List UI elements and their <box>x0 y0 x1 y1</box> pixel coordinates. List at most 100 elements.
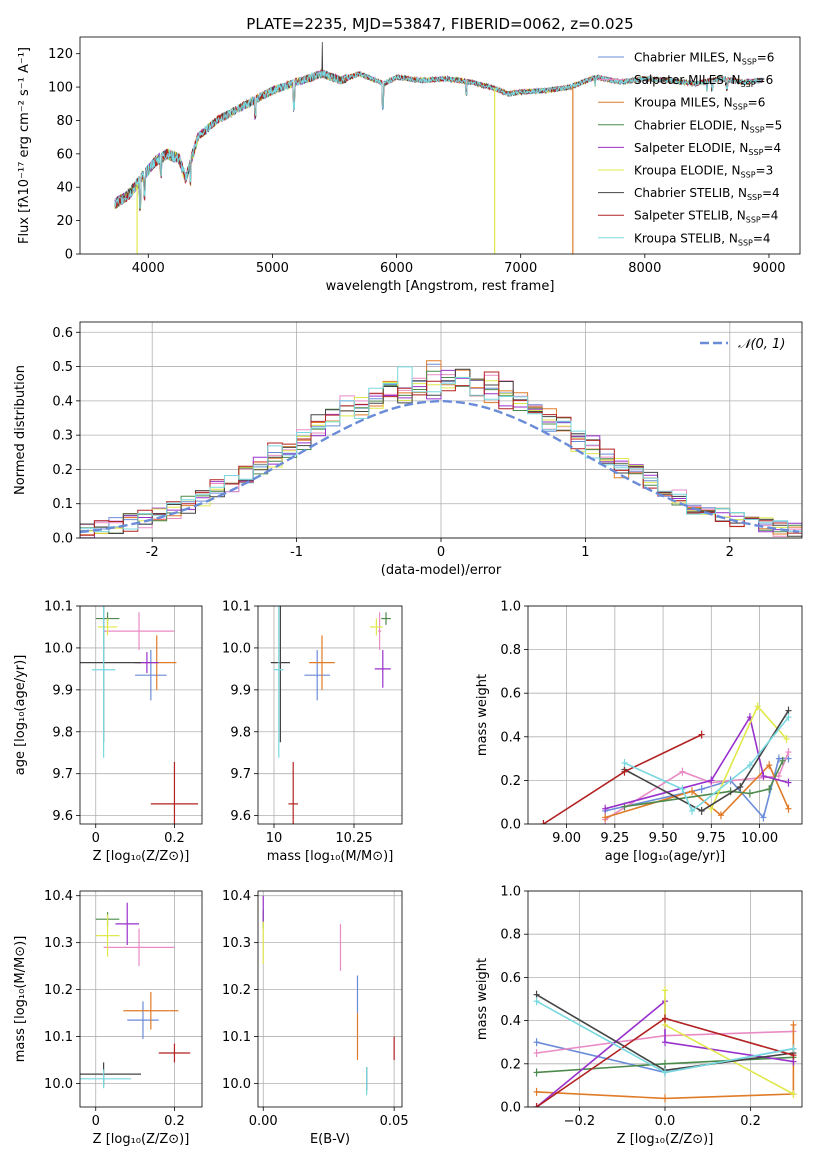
x-axis-label: (data-model)/error <box>381 563 502 578</box>
y-tick-label: 20 <box>56 214 73 229</box>
y-tick-label: 0.2 <box>52 463 73 478</box>
weight-series-5 <box>664 990 794 1095</box>
errorbar-point-5 <box>97 618 118 636</box>
x-tick-label: 0 <box>92 831 100 846</box>
legend-subscript: SSP <box>742 58 757 67</box>
y-tick-label: 10.3 <box>44 936 73 951</box>
weight-series-3 <box>624 760 784 808</box>
x-tick-label: 0 <box>437 545 445 560</box>
legend-label: Kroupa MILES, NSSP=6 <box>634 96 765 112</box>
x-tick-label: 8000 <box>628 261 661 276</box>
errorbars <box>80 606 199 824</box>
legend-label: 𝒩(0, 1) <box>738 337 785 352</box>
x-tick-label: 9000 <box>752 261 785 276</box>
x-tick-label: 6000 <box>380 261 413 276</box>
y-axis-label: mass [log₁₀(M/M⊙)] <box>13 936 28 1063</box>
axes-frame <box>79 321 803 539</box>
y-tick-label: 9.8 <box>52 725 73 740</box>
y-tick-label: 10.0 <box>44 1077 73 1092</box>
y-tick-label: 80 <box>56 114 73 129</box>
x-axis-label: E(B-V) <box>310 1132 350 1147</box>
errorbar-point-7 <box>158 1043 191 1063</box>
y-tick-label: 10.3 <box>222 936 251 951</box>
legend-subscript: SSP <box>746 216 761 225</box>
y-tick-label: 9.9 <box>230 683 251 698</box>
panel-age-vs-Z: 0 0.2 9.6 9.7 9.8 9.9 10.0 10.1 Z [log₁₀(Z/Z⊙)] a… <box>13 600 203 864</box>
y-tick-label: 9.8 <box>230 725 251 740</box>
axes-frame <box>79 36 801 255</box>
panel-residuals: -2 -1 0 1 2 0.0 0.1 0.2 0.3 0.4 0.5 0.6 (data-model)… <box>13 321 803 578</box>
y-tick-label: 40 <box>56 181 73 196</box>
y-axis-label: Normed distribution <box>13 365 28 495</box>
errorbar-point-7 <box>150 761 199 824</box>
panel-mass-vs-EBV: 0.00 0.05 10.0 10.1 10.2 10.3 10.4 E(B-V) <box>222 889 409 1147</box>
histograms <box>80 360 802 538</box>
y-tick-label: 9.6 <box>230 809 251 824</box>
y-tick-label: 10.4 <box>222 889 251 904</box>
y-tick-label: 0.4 <box>500 1014 521 1029</box>
y-axis-label: age [log₁₀(age/yr)] <box>13 655 28 776</box>
legend-label: Salpeter ELODIE, NSSP=4 <box>634 141 781 157</box>
x-tick-label: 0.2 <box>164 831 185 846</box>
y-tick-label: 0 <box>65 248 73 263</box>
y-tick-label: 0.4 <box>500 730 521 745</box>
x-tick-label: 0.05 <box>380 1114 409 1129</box>
legend-subscript: SSP <box>738 238 753 247</box>
weight-lines <box>533 986 797 1107</box>
y-tick-label: 0.8 <box>500 643 521 658</box>
x-tick-label: 9.75 <box>697 831 726 846</box>
y-tick-label: 0.6 <box>500 687 521 702</box>
x-tick-label: 0 <box>92 1114 100 1129</box>
x-axis-label: mass [log₁₀(M/M⊙)] <box>267 849 394 864</box>
legend-subscript: SSP <box>741 80 756 89</box>
legend-label: Salpeter MILES, NSSP=6 <box>634 73 773 89</box>
panel-weight-vs-age: 9.00 9.25 9.50 9.75 10.00 0.0 0.2 0.4 0.6 0.8 1.0 a… <box>475 600 803 864</box>
histogram-series-8 <box>80 366 802 535</box>
panel-age-vs-mass: 10 10.25 9.6 9.7 9.8 9.9 10.0 10.1 mass [log₁₀(M… <box>222 600 403 864</box>
y-tick-label: 10.4 <box>44 889 73 904</box>
x-tick-label: 5000 <box>256 261 289 276</box>
y-tick-label: 0.2 <box>500 774 521 789</box>
y-tick-label: 10.1 <box>222 1030 251 1045</box>
y-tick-label: 100 <box>48 81 73 96</box>
x-axis-label: Z [log₁₀(Z/Z⊙)] <box>93 1132 190 1147</box>
x-axis-label: Z [log₁₀(Z/Z⊙)] <box>93 849 190 864</box>
legend: Chabrier MILES, NSSP=6 Salpeter MILES, NS… <box>598 51 782 247</box>
panel-spectrum: 4000 5000 6000 7000 8000 9000 0 20 40 60 80 100 120 w… <box>17 15 801 294</box>
y-tick-label: 0.0 <box>52 532 73 547</box>
x-axis-label: wavelength [Angstrom, rest frame] <box>326 279 555 294</box>
axes-frame <box>79 605 203 825</box>
y-tick-label: 9.9 <box>52 683 73 698</box>
errorbar-point-4 <box>374 650 391 688</box>
y-tick-label: 0.4 <box>52 394 73 409</box>
x-tick-label: 7000 <box>504 261 537 276</box>
legend-label: Chabrier MILES, NSSP=6 <box>634 51 774 67</box>
y-tick-label: 10.2 <box>222 983 251 998</box>
y-tick-label: 120 <box>48 47 73 62</box>
y-tick-label: 9.6 <box>52 809 73 824</box>
y-tick-label: 0.0 <box>500 818 521 833</box>
x-tick-label: 0.00 <box>249 1114 278 1129</box>
legend-count: =6 <box>757 51 775 65</box>
x-tick-label: 1 <box>581 545 589 560</box>
x-tick-label: 10.00 <box>741 831 778 846</box>
x-tick-label: 9.50 <box>649 831 678 846</box>
x-tick-label: −0.2 <box>564 1114 596 1129</box>
legend-count: =4 <box>763 141 781 155</box>
x-tick-label: 0.2 <box>164 1114 185 1129</box>
x-axis-label: Z [log₁₀(Z/Z⊙)] <box>617 1132 714 1147</box>
x-tick-label: -2 <box>146 545 159 560</box>
x-tick-label: 9.00 <box>552 831 581 846</box>
x-tick-label: 10.25 <box>335 831 372 846</box>
legend-subscript: SSP <box>741 171 756 180</box>
y-tick-label: 0.8 <box>500 928 521 943</box>
y-tick-label: 10.0 <box>222 641 251 656</box>
y-tick-label: 9.7 <box>52 767 73 782</box>
errorbar-point-3 <box>381 612 391 625</box>
y-tick-label: 0.6 <box>500 971 521 986</box>
y-tick-label: 10.2 <box>44 983 73 998</box>
x-tick-label: 10 <box>266 831 283 846</box>
y-tick-label: 0.1 <box>52 497 73 512</box>
x-tick-label: 2 <box>726 545 734 560</box>
